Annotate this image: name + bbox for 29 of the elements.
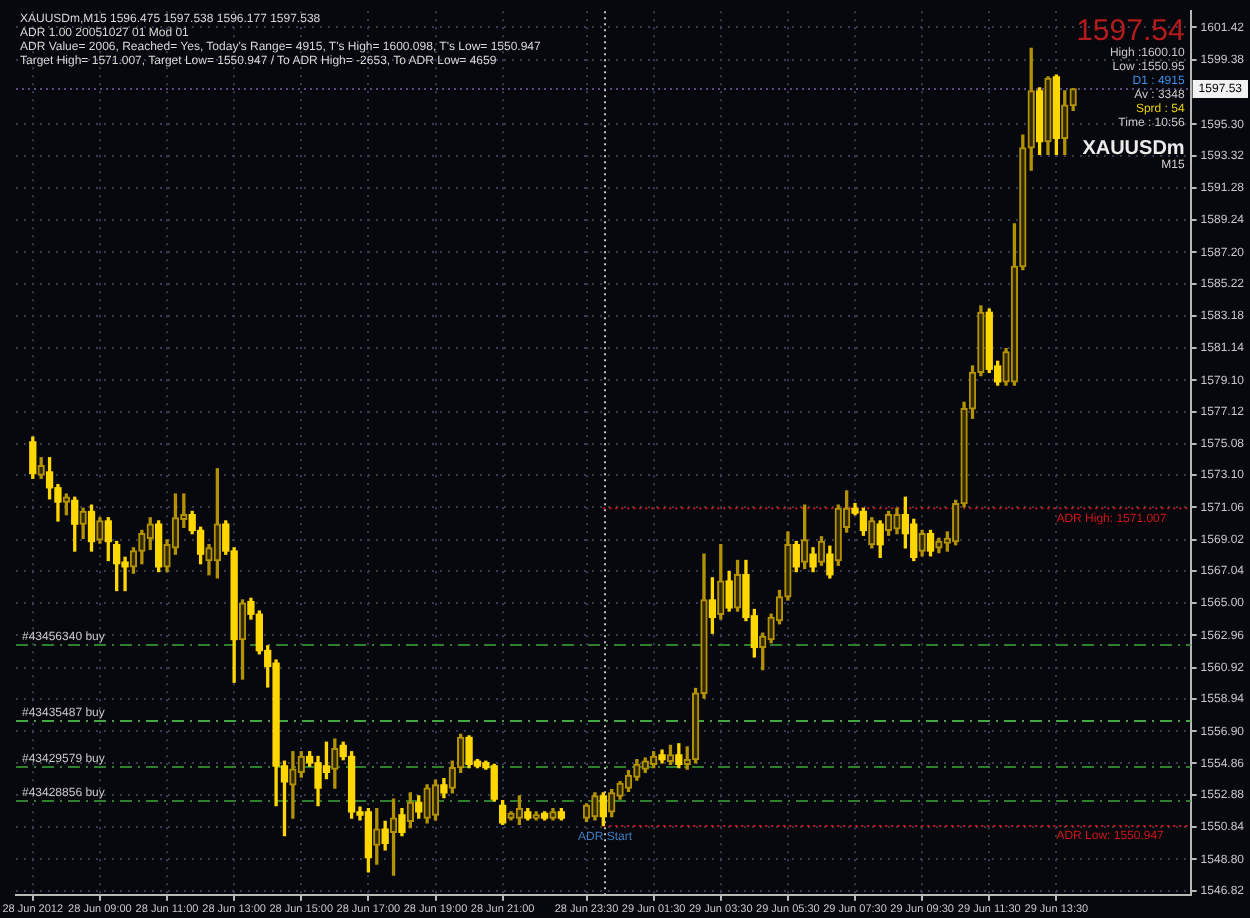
candlestick <box>213 468 222 579</box>
candlestick <box>1027 47 1035 171</box>
candlestick <box>893 507 901 535</box>
candlestick <box>834 504 842 566</box>
candlestick <box>507 811 515 821</box>
candlestick <box>1044 76 1052 155</box>
candlestick <box>817 536 826 566</box>
candlestick <box>331 738 339 789</box>
candlestick <box>79 507 87 540</box>
candlestick <box>666 744 675 766</box>
candlestick <box>96 517 104 544</box>
candlestick <box>733 559 742 612</box>
candlestick <box>633 758 641 781</box>
candlestick <box>423 784 431 824</box>
candlestick <box>515 795 524 826</box>
candlestick <box>801 504 809 570</box>
candlestick <box>935 537 943 554</box>
candlestick <box>918 529 926 557</box>
text: 1597.54 <box>1076 13 1185 48</box>
candlestick <box>431 779 440 821</box>
candlestick <box>138 529 146 565</box>
candlestick <box>37 457 45 479</box>
candlestick <box>389 798 398 876</box>
candlestick <box>289 751 297 819</box>
candlestick <box>717 544 725 620</box>
candlestick <box>868 517 876 549</box>
candlestick <box>591 792 599 821</box>
candlestick <box>549 807 557 821</box>
annotation: XAUUSDm <box>1080 137 1185 160</box>
